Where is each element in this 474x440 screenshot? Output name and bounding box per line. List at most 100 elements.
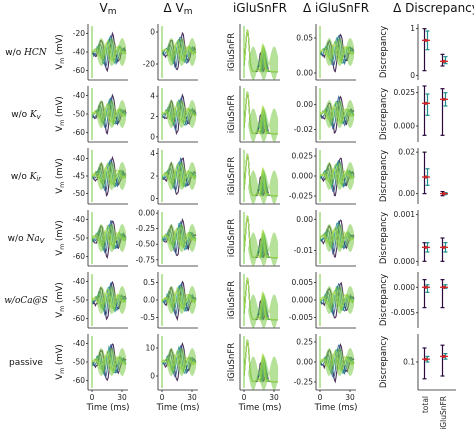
trace-envelope [248, 108, 278, 142]
panel-disc-5: 0.1 Discrepancy total iGluSnFR [379, 334, 456, 430]
panel-glu-3: iGluSnFR [227, 210, 280, 267]
x-tick-label: 0 [90, 393, 95, 402]
mean-point [442, 97, 446, 101]
panel-disc-0: 1 0 Discrepancy [379, 24, 448, 80]
y-tick-label: -0.005 [289, 313, 313, 322]
mean-point [424, 38, 428, 42]
y-axis-label-vm: Vm (mV) [55, 220, 66, 255]
y-tick-label: -60 [73, 128, 85, 137]
panel-disc-2: 0.02 0.00 Discrepancy [379, 148, 448, 204]
y-tick-label: -50 [73, 189, 85, 198]
y-tick-label: 0.025 [394, 88, 416, 97]
y-tick-label: 1 [410, 24, 415, 33]
y-tick-label: 4 [150, 149, 155, 158]
trace-envelope [166, 162, 196, 190]
y-tick-label: -50 [73, 296, 85, 305]
trace-envelope [96, 348, 126, 376]
y-tick-label: -40 [73, 215, 85, 224]
trace-envelope [96, 224, 126, 252]
y-axis-label-vm: Vm (mV) [55, 158, 66, 193]
col-title-vm: Vm [100, 1, 117, 17]
trace-envelope [96, 286, 126, 314]
trace-envelope [324, 224, 354, 252]
panel-glu-4: iGluSnFR [227, 272, 280, 329]
trace-envelope [324, 38, 354, 66]
row-label-4: w/oCa@S [4, 296, 48, 306]
trace-envelope [324, 100, 354, 128]
y-tick-label: 0.05 [296, 34, 313, 43]
x-axis-label: Time (ms) [86, 403, 130, 413]
panel-disc-1: 0.025 0.000 Discrepancy [379, 85, 448, 142]
y-axis-label-vm: Vm (mV) [55, 344, 66, 379]
y-axis-label-disc: Discrepancy [379, 212, 389, 264]
y-tick-label: 0.00 [296, 69, 313, 78]
x-category-label: total [421, 396, 430, 413]
y-axis-label-glu: iGluSnFR [227, 33, 237, 71]
panel-dglu-1: 0.00 -0.02 [294, 86, 356, 143]
y-tick-label: 0.005 [292, 278, 314, 287]
y-tick-label: -0.25 [136, 224, 156, 233]
x-category-label: iGluSnFR [439, 396, 448, 430]
trace-envelope [324, 348, 354, 376]
trace-envelope [96, 100, 126, 128]
x-tick-label: 30 [117, 393, 127, 402]
y-tick-label: 2 [150, 112, 155, 121]
trace-envelope [166, 224, 196, 252]
y-axis-label-vm: Vm (mV) [55, 34, 66, 69]
panel-dvm-2: 4 2 0 [150, 148, 198, 205]
mean-point [442, 285, 446, 289]
y-axis-label-vm: Vm (mV) [55, 96, 66, 131]
y-axis-label-vm: Vm (mV) [55, 282, 66, 317]
panel-dglu-0: 0.05 0.00 [296, 24, 356, 81]
panel-glu-1: iGluSnFR [227, 86, 280, 143]
y-tick-label: 0 [150, 28, 155, 37]
trace-envelope [166, 348, 196, 376]
trace-envelope [166, 100, 196, 128]
y-axis-label-disc: Discrepancy [379, 274, 389, 326]
y-tick-label: 0.00 [296, 358, 313, 367]
panel-vm-2: -40 -45 -50 Vm (mV) [55, 148, 128, 205]
y-tick-label: -50 [73, 234, 85, 243]
y-axis-label-disc: Discrepancy [379, 336, 389, 388]
mean-point [424, 357, 428, 361]
y-tick-label: 0 [150, 372, 155, 381]
y-tick-label: -20 [73, 29, 85, 38]
trace-envelope [248, 46, 278, 80]
trace-envelope [96, 38, 126, 66]
x-tick-label: 0 [242, 393, 247, 402]
y-tick-label: -40 [73, 91, 85, 100]
mean-point [442, 192, 446, 196]
trace-envelope [248, 356, 278, 390]
y-tick-label: 0.000 [394, 122, 416, 131]
mean-point [442, 245, 446, 249]
trace-envelope [324, 162, 354, 190]
y-tick-label: 0.025 [292, 152, 314, 161]
panel-dvm-3: 0.00 -0.25 -0.50 -0.75 [136, 209, 198, 267]
y-tick-label: -0.5 [140, 313, 155, 322]
trace-envelope [166, 286, 196, 314]
panel-disc-3: 0.001 0.000 Discrepancy [379, 210, 448, 266]
mean-point [424, 101, 428, 105]
y-tick-label: 0.00 [138, 209, 155, 218]
y-tick-label: -0.75 [136, 255, 156, 264]
panel-dvm-4: 0.5 0.0 -0.5 [140, 272, 198, 329]
col-title-dvm: Δ Vm [163, 1, 192, 17]
panel-glu-0: iGluSnFR [227, 24, 280, 81]
x-tick-label: 0 [318, 393, 323, 402]
row-label-1: w/o Kv [11, 110, 42, 121]
y-tick-label: -40 [73, 339, 85, 348]
y-axis-label-glu: iGluSnFR [227, 157, 237, 195]
y-tick-label: 0.001 [394, 210, 416, 219]
panel-vm-4: -40 -50 -60 Vm (mV) [55, 272, 128, 329]
y-tick-label: -40 [73, 154, 85, 163]
x-axis-label: Time (ms) [314, 403, 358, 413]
y-tick-label: -0.25 [294, 378, 314, 387]
trace-envelope [166, 38, 196, 66]
